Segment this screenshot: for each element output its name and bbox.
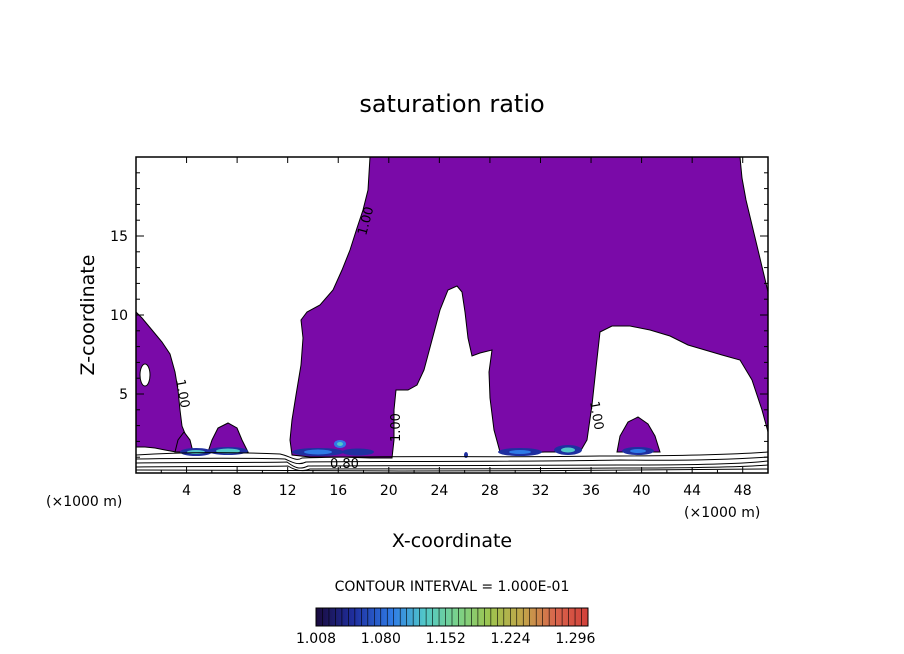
x-unit-right: (×1000 m): [684, 505, 760, 521]
x-unit-left: (×1000 m): [46, 494, 122, 510]
x-axis: 4 8 12 16 20 24 28 32 36 40 44 48: [160, 157, 752, 499]
contour-interval-text: CONTOUR INTERVAL = 1.000E-01: [335, 579, 570, 595]
contour-label: 1.00: [172, 378, 192, 409]
contour-label: 0.80: [330, 457, 359, 472]
x-tick-label: 8: [233, 483, 242, 499]
x-tick-label: 16: [329, 483, 347, 499]
y-axis: 5 10 15: [110, 172, 768, 458]
x-tick-label: 24: [430, 483, 448, 499]
x-tick-label: 40: [633, 483, 651, 499]
saturated-region-hole: [139, 363, 151, 387]
colorbar-dividers: [322, 608, 582, 626]
x-tick-label: 48: [734, 483, 752, 499]
x-tick-label: 12: [279, 483, 297, 499]
y-axis-label: Z-coordinate: [77, 255, 99, 376]
x-tick-label: 36: [582, 483, 600, 499]
contour-label: 1.00: [586, 400, 606, 431]
colorbar-label: 1.080: [361, 631, 401, 647]
x-tick-label: 4: [182, 483, 191, 499]
x-tick-label: 28: [481, 483, 499, 499]
colorbar-label: 1.296: [555, 631, 595, 647]
x-tick-label: 44: [683, 483, 701, 499]
saturated-region-small-40: [616, 416, 661, 453]
y-tick-label: 5: [119, 387, 128, 403]
contour-labels: 1.00 1.00 1.00 1.00 0.80: [172, 205, 606, 472]
surface-contours: [136, 451, 768, 472]
colorbar-label: 1.008: [296, 631, 336, 647]
contour-label: 1.00: [389, 413, 404, 442]
contour-label: 1.00: [355, 205, 377, 237]
x-tick-label: 20: [380, 483, 398, 499]
x-axis-label: X-coordinate: [392, 530, 512, 552]
saturated-region-left: [136, 311, 191, 453]
colorbar-label: 1.224: [490, 631, 530, 647]
plot-area: [136, 157, 768, 472]
y-tick-label: 15: [110, 229, 128, 245]
x-tick-label: 32: [532, 483, 550, 499]
y-tick-label: 10: [110, 308, 128, 324]
colorbar-labels: 1.008 1.080 1.152 1.224 1.296: [296, 631, 596, 647]
chart-title: saturation ratio: [359, 90, 544, 118]
saturated-region-main: [289, 157, 768, 459]
colorbar-label: 1.152: [426, 631, 466, 647]
